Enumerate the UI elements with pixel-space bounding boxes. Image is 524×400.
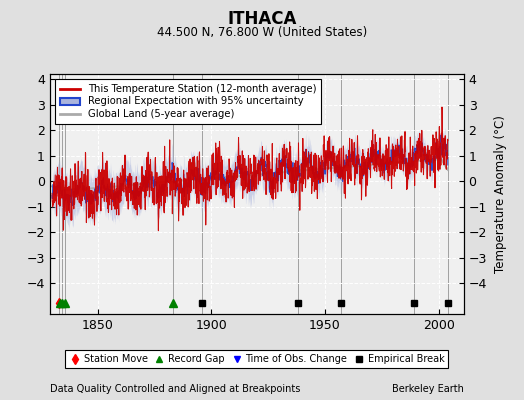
Text: 44.500 N, 76.800 W (United States): 44.500 N, 76.800 W (United States) xyxy=(157,26,367,39)
Text: ITHACA: ITHACA xyxy=(227,10,297,28)
Text: Data Quality Controlled and Aligned at Breakpoints: Data Quality Controlled and Aligned at B… xyxy=(50,384,300,394)
Legend: Station Move, Record Gap, Time of Obs. Change, Empirical Break: Station Move, Record Gap, Time of Obs. C… xyxy=(66,350,448,368)
Text: Berkeley Earth: Berkeley Earth xyxy=(392,384,464,394)
Y-axis label: Temperature Anomaly (°C): Temperature Anomaly (°C) xyxy=(494,115,507,273)
